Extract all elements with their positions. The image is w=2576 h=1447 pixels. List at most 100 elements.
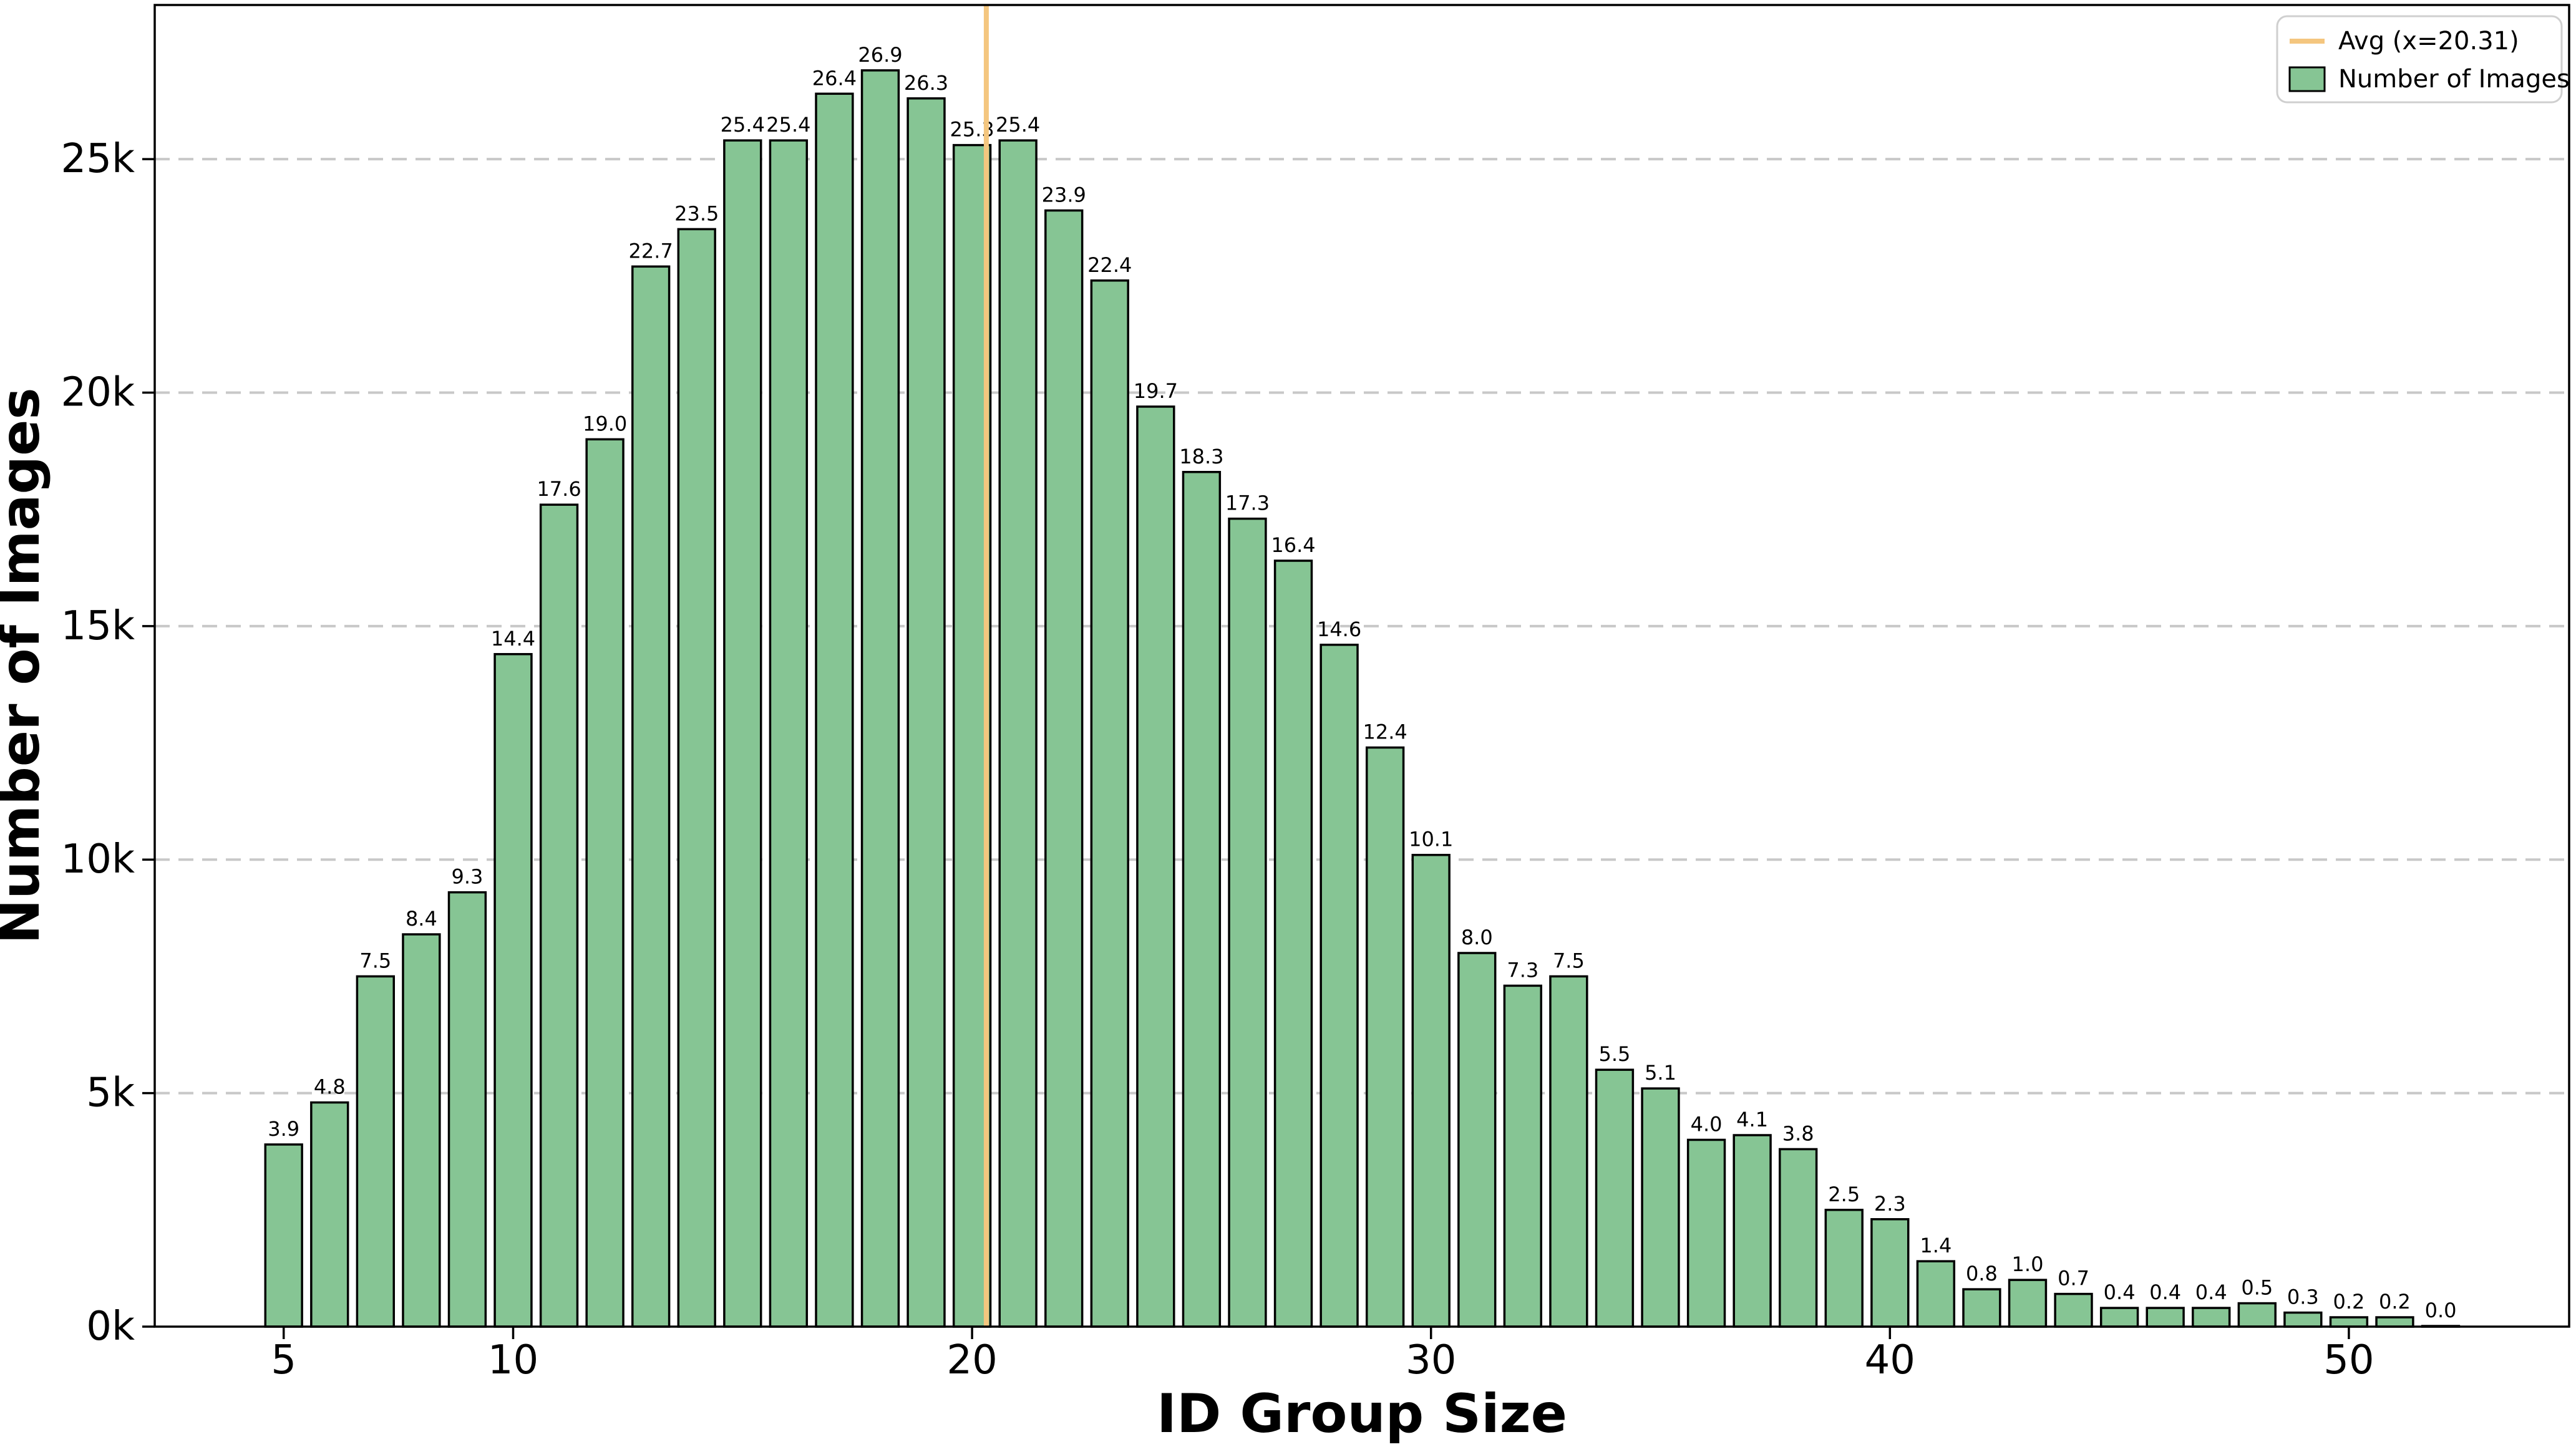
bar bbox=[906, 97, 946, 1328]
y-axis-title: Number of Images bbox=[0, 387, 52, 944]
bar bbox=[1916, 1260, 1956, 1328]
bar-value-label: 0.7 bbox=[2058, 1267, 2089, 1290]
bar bbox=[1595, 1068, 1635, 1328]
bar-value-label: 7.5 bbox=[1553, 949, 1585, 972]
bar bbox=[677, 228, 716, 1328]
bar-value-label: 14.6 bbox=[1317, 617, 1361, 641]
bar bbox=[356, 975, 395, 1328]
bar-value-label: 2.5 bbox=[1828, 1183, 1860, 1206]
bar-value-label: 2.3 bbox=[1874, 1192, 1906, 1216]
bar-value-label: 22.7 bbox=[629, 239, 673, 263]
bar bbox=[2329, 1316, 2369, 1328]
bar-value-label: 19.7 bbox=[1134, 379, 1178, 403]
bar-value-label: 10.1 bbox=[1409, 828, 1453, 851]
bar-value-label: 12.4 bbox=[1363, 720, 1407, 744]
bar-value-label: 0.3 bbox=[2287, 1285, 2319, 1309]
bar-value-label: 25.4 bbox=[721, 113, 765, 137]
bar bbox=[1457, 952, 1497, 1328]
bar bbox=[2237, 1302, 2277, 1328]
bar-value-label: 8.4 bbox=[406, 907, 437, 931]
x-tick-label: 50 bbox=[2323, 1337, 2374, 1383]
bar bbox=[1779, 1148, 1818, 1328]
bar-value-label: 7.3 bbox=[1507, 958, 1538, 982]
bar bbox=[1503, 984, 1543, 1328]
bar bbox=[815, 92, 854, 1328]
bar bbox=[1686, 1138, 1726, 1328]
legend-item-label: Avg (x=20.31) bbox=[2338, 27, 2519, 56]
bar bbox=[264, 1143, 303, 1328]
bar bbox=[1182, 471, 1222, 1328]
legend-box bbox=[2276, 15, 2563, 104]
y-tick-label: 25k bbox=[61, 136, 135, 182]
bar bbox=[493, 653, 533, 1328]
x-tick-label: 20 bbox=[946, 1337, 997, 1383]
bar bbox=[2375, 1316, 2414, 1328]
plot-frame bbox=[153, 4, 2570, 1328]
bar bbox=[585, 438, 625, 1328]
x-axis-title: ID Group Size bbox=[1157, 1383, 1567, 1445]
bar bbox=[769, 139, 809, 1328]
bar-value-label: 5.5 bbox=[1599, 1042, 1631, 1066]
bar-value-label: 17.6 bbox=[537, 477, 581, 501]
bar bbox=[1411, 853, 1451, 1328]
bar-value-label: 1.0 bbox=[2012, 1252, 2044, 1276]
bar bbox=[1549, 975, 1588, 1328]
bar-value-label: 0.4 bbox=[2104, 1280, 2136, 1304]
bar bbox=[2146, 1307, 2185, 1328]
bar-value-label: 0.4 bbox=[2149, 1280, 2181, 1304]
legend: Avg (x=20.31) Number of Images bbox=[2276, 15, 2570, 104]
bar-value-label: 4.1 bbox=[1736, 1108, 1768, 1131]
bar bbox=[1273, 559, 1313, 1328]
bar-value-label: 0.8 bbox=[1966, 1262, 1998, 1285]
bar bbox=[1136, 405, 1175, 1328]
bar bbox=[1090, 279, 1129, 1328]
bar bbox=[1320, 644, 1359, 1328]
bar bbox=[1824, 1209, 1864, 1328]
bar-value-label: 5.1 bbox=[1645, 1061, 1676, 1085]
bar bbox=[2054, 1292, 2093, 1328]
bar-value-label: 23.9 bbox=[1042, 183, 1086, 206]
bar bbox=[1870, 1218, 1910, 1328]
y-tick-label: 10k bbox=[61, 836, 135, 883]
bar bbox=[1641, 1087, 1680, 1328]
bar-value-label: 17.3 bbox=[1225, 491, 1270, 515]
bar-value-label: 26.9 bbox=[858, 43, 902, 67]
bar bbox=[447, 891, 487, 1328]
bar bbox=[723, 139, 762, 1328]
bar-value-label: 1.4 bbox=[1920, 1234, 1951, 1257]
bar bbox=[2008, 1279, 2048, 1328]
x-tick-label: 5 bbox=[271, 1337, 296, 1383]
bar bbox=[2192, 1307, 2231, 1328]
bar bbox=[1365, 746, 1405, 1328]
bar bbox=[631, 265, 671, 1328]
bar bbox=[1228, 517, 1267, 1328]
bar-value-label: 0.0 bbox=[2425, 1299, 2457, 1322]
bar bbox=[2099, 1307, 2139, 1328]
bar-value-label: 26.3 bbox=[904, 71, 948, 95]
bar bbox=[310, 1101, 349, 1328]
y-tick-label: 15k bbox=[61, 603, 135, 649]
bar bbox=[1733, 1134, 1772, 1328]
bar bbox=[402, 933, 441, 1328]
x-tick-label: 30 bbox=[1406, 1337, 1456, 1383]
bar bbox=[539, 503, 579, 1328]
bar-value-label: 9.3 bbox=[451, 865, 483, 889]
bar-value-label: 4.8 bbox=[314, 1075, 346, 1099]
bar-value-label: 0.5 bbox=[2241, 1276, 2273, 1300]
bar-value-label: 7.5 bbox=[359, 949, 391, 972]
bar-value-label: 0.2 bbox=[2379, 1290, 2411, 1314]
bar-value-label: 3.8 bbox=[1782, 1121, 1814, 1145]
bar-value-label: 8.0 bbox=[1461, 926, 1493, 949]
x-tick-label: 10 bbox=[488, 1337, 538, 1383]
bar-value-label: 19.0 bbox=[583, 412, 627, 435]
bar-value-label: 22.4 bbox=[1087, 253, 1132, 277]
legend-item-label: Number of Images bbox=[2338, 65, 2570, 94]
x-tick-label: 40 bbox=[1865, 1337, 1915, 1383]
bar-value-label: 0.4 bbox=[2195, 1280, 2227, 1304]
legend-patch-swatch bbox=[2288, 66, 2326, 92]
y-tick-label: 5k bbox=[86, 1070, 135, 1116]
bar bbox=[2283, 1311, 2323, 1328]
bar-value-label: 25.4 bbox=[766, 113, 810, 137]
